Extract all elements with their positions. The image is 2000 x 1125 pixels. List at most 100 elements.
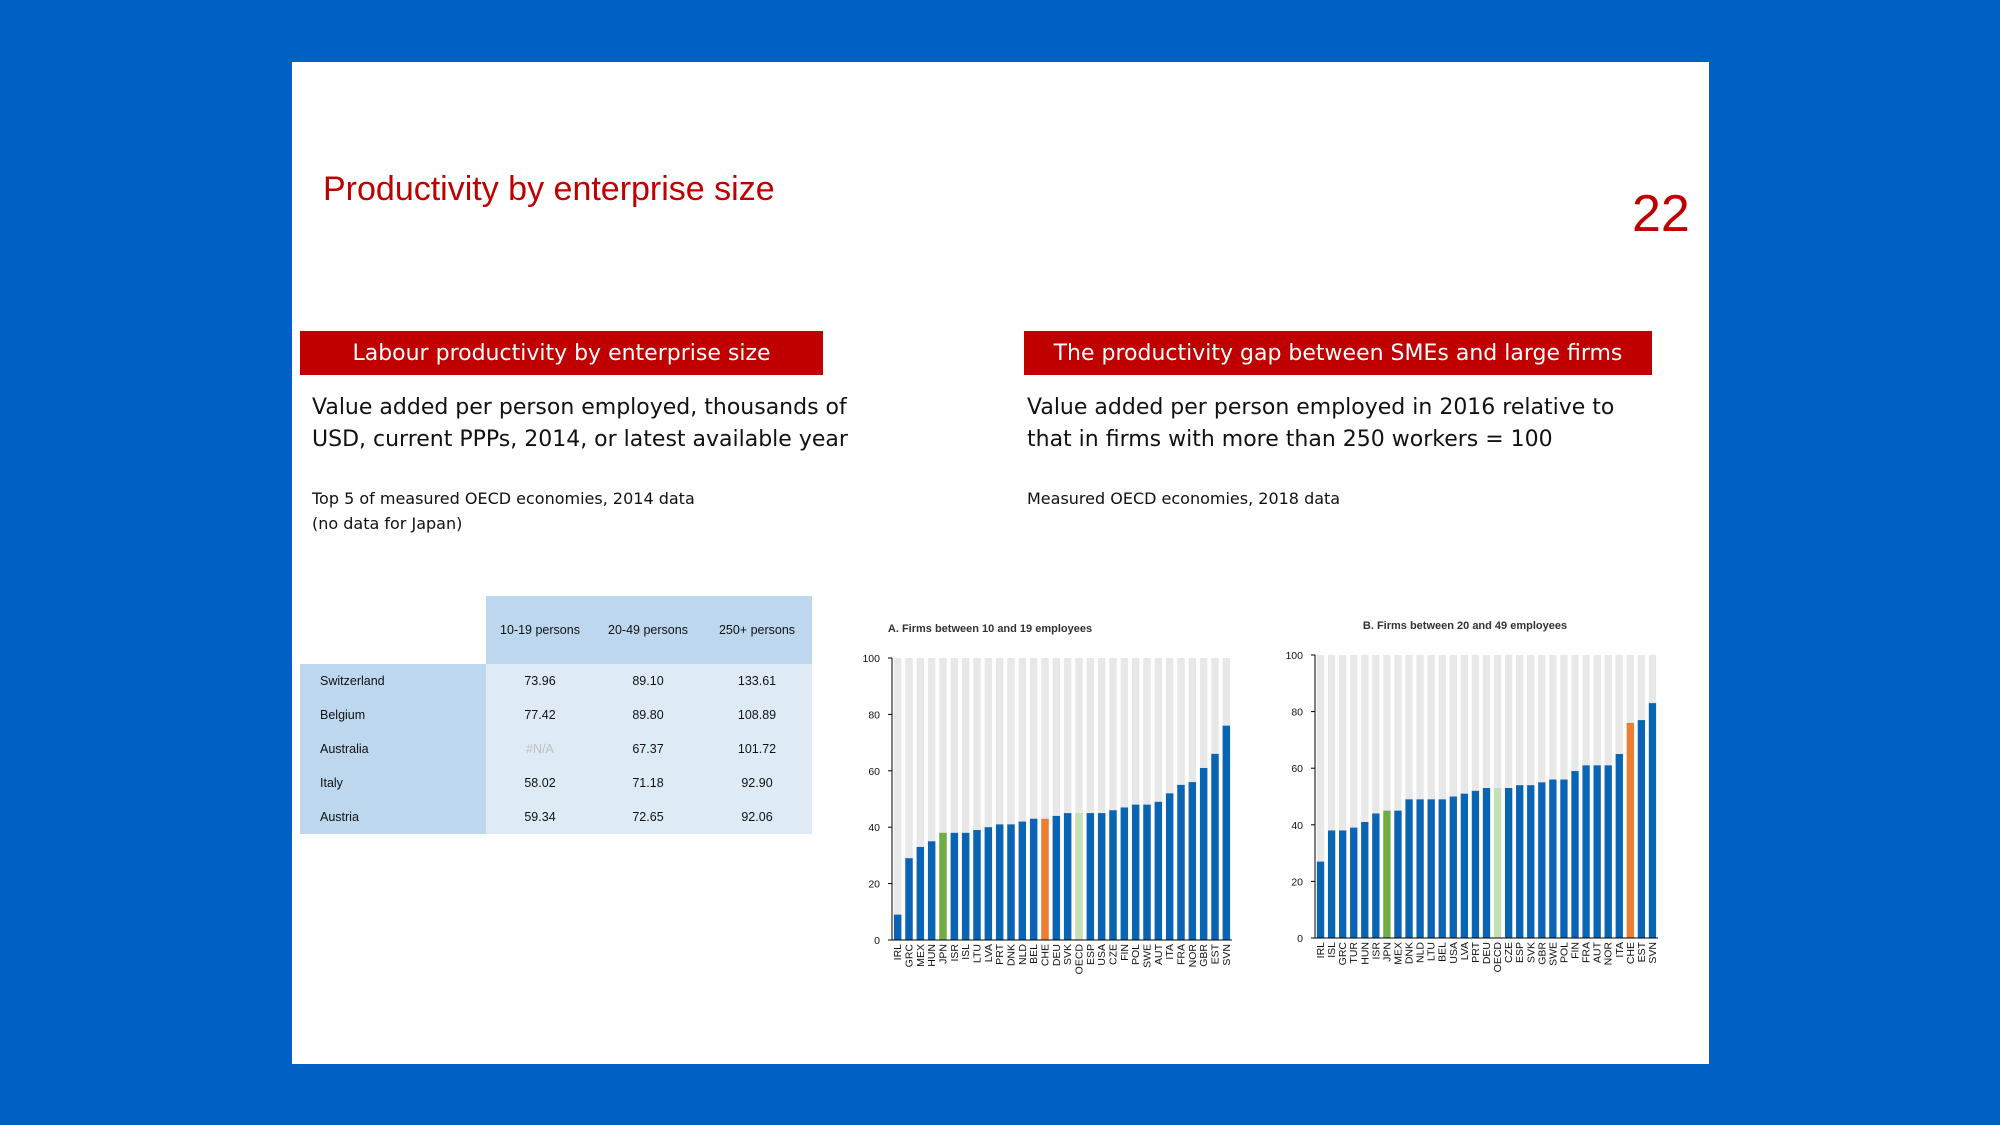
x-tick-label: LTU — [972, 944, 984, 963]
x-tick-label: ISL — [960, 944, 972, 960]
x-tick-label: MEX — [1392, 942, 1404, 965]
value-cell: 89.10 — [594, 664, 702, 698]
right-description-line: that in firms with more than 250 workers… — [1027, 427, 1553, 452]
bar-background — [1154, 658, 1163, 940]
x-tick-label: BEL — [1028, 944, 1040, 964]
bar-lva — [984, 827, 993, 940]
bar-background — [1063, 658, 1072, 940]
bar-isl — [1327, 830, 1336, 938]
bar-hun — [927, 841, 936, 940]
x-tick-label: HUN — [1359, 942, 1371, 965]
value-cell: 58.02 — [486, 766, 594, 800]
x-tick-label: ISR — [1370, 942, 1382, 960]
bar-background — [893, 658, 902, 940]
bar-background — [1007, 658, 1015, 940]
x-tick-label: FIN — [1119, 944, 1131, 961]
slide-title: Productivity by enterprise size — [323, 170, 775, 208]
table-row: Australia #N/A 67.37 101.72 — [300, 732, 812, 766]
bar-esp — [1086, 813, 1095, 940]
right-note: Measured OECD economies, 2018 data — [1027, 486, 1340, 511]
bar-background — [1086, 658, 1095, 940]
bar-che — [1041, 818, 1049, 940]
bar-fra — [1177, 784, 1185, 940]
bar-nor — [1604, 765, 1612, 938]
y-tick-label: 100 — [1285, 650, 1303, 662]
table-header-row: 10-19 persons 20-49 persons 250+ persons — [300, 596, 812, 664]
page-number: 22 — [1632, 185, 1690, 243]
x-tick-label: LTU — [1426, 942, 1438, 961]
bar-mex — [916, 846, 925, 940]
x-tick-label: ESP — [1514, 942, 1526, 963]
x-tick-label: OECD — [1492, 942, 1504, 973]
bar-gbr — [1199, 767, 1208, 940]
x-tick-label: SWE — [1547, 942, 1559, 966]
table-row: Belgium 77.42 89.80 108.89 — [300, 698, 812, 732]
right-description: Value added per person employed in 2016 … — [1027, 392, 1614, 456]
x-tick-label: MEX — [915, 944, 927, 967]
table-corner — [300, 596, 486, 664]
bar-dnk — [1405, 799, 1413, 938]
x-tick-label: PRT — [1470, 941, 1482, 962]
left-description: Value added per person employed, thousan… — [312, 392, 848, 456]
bar-deu — [1052, 815, 1061, 940]
x-tick-label: ESP — [1085, 944, 1097, 965]
x-tick-label: ITA — [1614, 942, 1626, 958]
x-tick-label: IRL — [1315, 942, 1327, 959]
bar-gbr — [1538, 782, 1546, 938]
value-cell: 92.06 — [702, 800, 812, 834]
bar-jpn — [939, 832, 947, 940]
column-header: 20-49 persons — [594, 596, 702, 664]
x-tick-label: DNK — [1006, 944, 1018, 966]
x-tick-label: LVA — [983, 944, 995, 962]
x-tick-label: OECD — [1074, 944, 1086, 975]
bar-oecd — [1075, 813, 1083, 940]
value-cell: 67.37 — [594, 732, 702, 766]
x-tick-label: USA — [1096, 944, 1108, 966]
bar-svk — [1527, 785, 1535, 938]
bar-svk — [1063, 813, 1072, 940]
y-tick-label: 100 — [862, 653, 880, 665]
table-row: Italy 58.02 71.18 92.90 — [300, 766, 812, 800]
value-cell: 92.90 — [702, 766, 812, 800]
bar-background — [1405, 655, 1413, 938]
bar-background — [1327, 655, 1336, 938]
bar-ltu — [1427, 799, 1435, 938]
bar-pol — [1560, 779, 1568, 938]
x-tick-label: LVA — [1459, 942, 1471, 960]
bar-background — [1438, 655, 1446, 938]
y-tick-label: 80 — [868, 709, 880, 721]
bar-esp — [1516, 785, 1524, 938]
x-tick-label: SVN — [1221, 944, 1233, 966]
slide: Productivity by enterprise size 22 Labou… — [292, 62, 1709, 1064]
bar-background — [1416, 655, 1424, 938]
bar-background — [1041, 658, 1049, 940]
bar-nld — [1416, 799, 1424, 938]
bar-grc — [1339, 830, 1347, 938]
x-tick-label: SVK — [1062, 944, 1074, 965]
right-banner: The productivity gap between SMEs and la… — [1024, 331, 1652, 375]
bar-est — [1637, 720, 1646, 938]
bar-background — [939, 658, 947, 940]
x-tick-label: JPN — [938, 944, 950, 964]
bar-jpn — [1383, 810, 1391, 938]
y-tick-label: 40 — [868, 822, 880, 834]
x-tick-label: POL — [1130, 944, 1142, 965]
x-tick-label: CZE — [1108, 944, 1120, 965]
bar-lva — [1460, 793, 1469, 938]
value-cell: 133.61 — [702, 664, 812, 698]
bar-background — [1339, 655, 1347, 938]
bar-background — [1350, 655, 1358, 938]
productivity-table: 10-19 persons 20-49 persons 250+ persons… — [300, 596, 812, 834]
bar-background — [916, 658, 925, 940]
left-note: Top 5 of measured OECD economies, 2014 d… — [312, 486, 695, 536]
bar-hun — [1361, 821, 1369, 938]
bar-background — [973, 658, 981, 940]
bar-che — [1626, 722, 1634, 938]
value-cell: 71.18 — [594, 766, 702, 800]
y-tick-label: 80 — [1291, 707, 1303, 719]
x-tick-label: NOR — [1603, 942, 1615, 966]
bar-background — [927, 658, 936, 940]
bar-background — [1029, 658, 1038, 940]
